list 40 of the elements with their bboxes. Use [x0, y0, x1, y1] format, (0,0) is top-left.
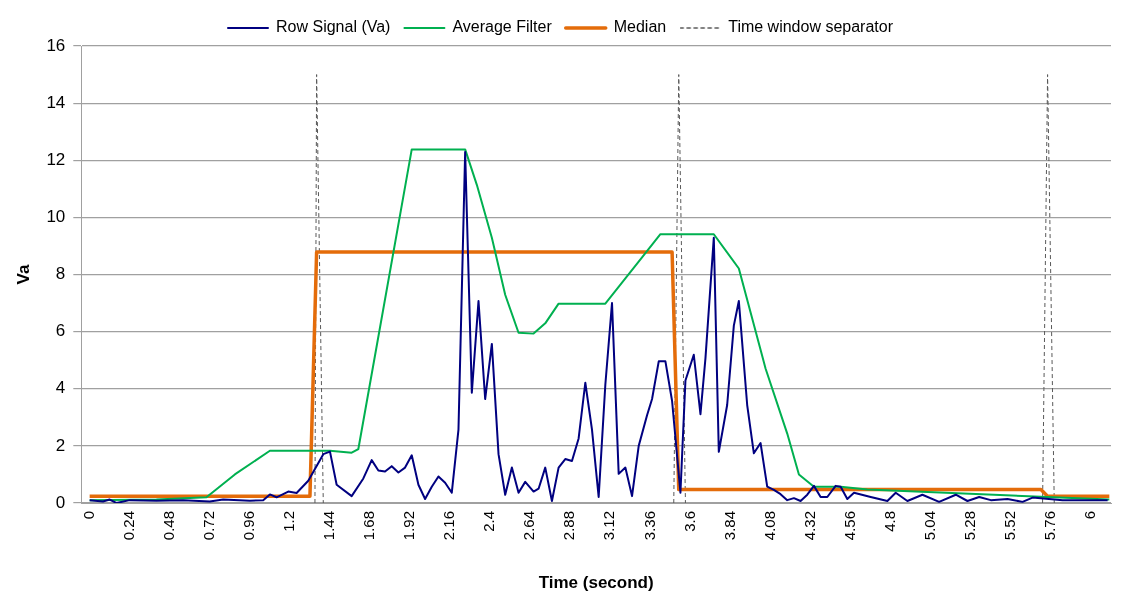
- legend-label: Average Filter: [452, 18, 553, 36]
- x-tick-label: 4.08: [760, 511, 778, 541]
- x-tick-label: 5.04: [920, 511, 938, 541]
- x-tick-label: 3.36: [640, 511, 658, 541]
- x-tick-label: 0.24: [119, 511, 137, 541]
- x-tick-label: 3.12: [600, 511, 618, 541]
- x-tick-label: 4.8: [880, 511, 898, 532]
- x-tick-label: 3.6: [680, 511, 698, 532]
- x-tick-label: 1.44: [320, 511, 338, 541]
- x-tick-label: 0: [79, 511, 97, 520]
- y-tick-label: 16: [46, 35, 66, 55]
- x-tick-label: 5.76: [1041, 511, 1059, 541]
- x-tick-label: 2.16: [440, 511, 458, 541]
- y-axis-title: Va: [13, 264, 33, 285]
- x-tick-label: 5.28: [960, 511, 978, 541]
- legend-label: Row Signal (Va): [276, 18, 391, 36]
- x-tick-label: 2.88: [560, 511, 578, 541]
- y-tick-label: 4: [55, 378, 66, 398]
- y-tick-label: 2: [55, 435, 66, 455]
- x-tick-label: 4.32: [800, 511, 818, 541]
- x-tick-label: 4.56: [840, 511, 858, 541]
- x-tick-label: 2.4: [480, 511, 498, 532]
- y-tick-label: 12: [46, 149, 66, 169]
- x-tick-label: 2.64: [520, 511, 538, 541]
- x-tick-label: 1.2: [280, 511, 298, 532]
- x-axis-title: Time (second): [538, 573, 654, 593]
- x-tick-label: 1.92: [400, 511, 418, 541]
- x-tick-label: 1.68: [360, 511, 378, 541]
- legend-label: Median: [613, 18, 667, 36]
- x-tick-label: 0.96: [240, 511, 258, 541]
- legend-label: Time window separator: [728, 18, 894, 36]
- x-tick-label: 5.52: [1001, 511, 1019, 541]
- y-tick-label: 14: [46, 92, 66, 112]
- x-tick-label: 6: [1081, 511, 1099, 520]
- y-tick-label: 6: [55, 321, 66, 341]
- x-tick-label: 3.84: [720, 511, 738, 541]
- y-tick-label: 10: [46, 207, 66, 227]
- x-tick-label: 0.72: [199, 511, 217, 541]
- y-tick-label: 8: [55, 264, 66, 284]
- x-tick-label: 0.48: [159, 511, 177, 541]
